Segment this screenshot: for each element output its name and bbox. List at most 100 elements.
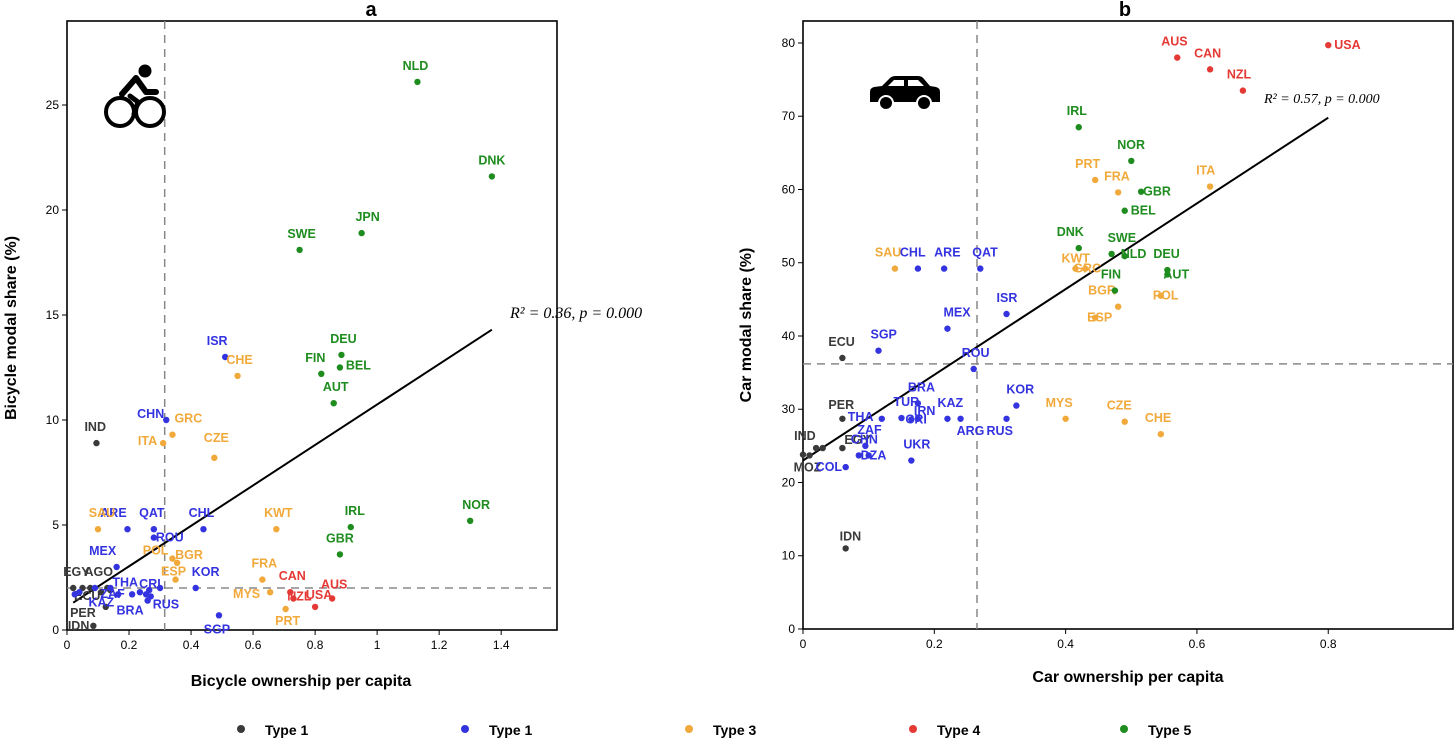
point-label: BRA <box>908 380 935 394</box>
point-label: BEL <box>1131 204 1156 218</box>
y-axis-label-b: Car modal share (%) <box>738 248 755 403</box>
x-tick-label: 0.2 <box>121 638 138 652</box>
point-label: THA <box>112 575 138 589</box>
data-point <box>336 551 344 558</box>
point-label: NOR <box>462 498 490 512</box>
point-label: POL <box>143 544 169 558</box>
data-point <box>114 591 122 598</box>
data-point <box>290 595 297 602</box>
y-tick-label: 30 <box>782 402 796 416</box>
point-label: GBR <box>1143 185 1171 199</box>
data-point <box>914 415 922 422</box>
data-point <box>192 584 199 592</box>
data-point <box>875 347 882 354</box>
data-point <box>156 584 164 592</box>
data-point <box>136 589 144 596</box>
point-label: CHL <box>900 246 926 260</box>
point-label: ISR <box>997 291 1018 305</box>
point-label: AGO <box>85 565 114 579</box>
data-point <box>221 353 229 361</box>
data-point <box>806 452 813 459</box>
data-point <box>1075 124 1082 131</box>
legend-marker <box>461 725 469 733</box>
data-point <box>87 584 94 592</box>
point-label: IRL <box>345 504 366 518</box>
fit-annotation-b: R² = 0.57, p = 0.000 <box>1263 92 1380 107</box>
point-label: NZL <box>287 590 312 604</box>
point-label: CAN <box>1194 46 1221 60</box>
point-label: CRI <box>139 577 161 591</box>
point-label: DEU <box>1153 247 1179 261</box>
y-tick-label: 0 <box>788 622 795 636</box>
x-tick-label: 0.8 <box>307 638 324 652</box>
bicycle-icon <box>104 64 166 128</box>
legend-label: Type 1 <box>489 722 533 738</box>
legend-marker <box>237 725 245 733</box>
data-point <box>234 372 241 380</box>
point-label: NLD <box>1121 247 1147 261</box>
data-point <box>977 265 984 272</box>
y-tick-label: 40 <box>782 329 796 343</box>
data-point <box>330 400 337 407</box>
ticks-a: 0 0.2 0.4 0.6 0.8 1 1.2 1.4 0 5 10 15 20 25 <box>46 98 510 652</box>
point-label: DEU <box>330 332 356 346</box>
data-point <box>970 365 977 373</box>
x-tick-label: 0.6 <box>245 638 262 652</box>
data-point <box>93 439 100 447</box>
data-point <box>1121 252 1128 260</box>
data-point <box>865 452 872 459</box>
data-point <box>1174 54 1181 61</box>
point-label: USA <box>1334 38 1360 52</box>
data-point <box>940 265 948 272</box>
data-point <box>311 603 319 611</box>
data-point <box>1003 415 1010 422</box>
x-tick-label: 1.2 <box>431 638 448 652</box>
guides-b <box>803 21 1453 629</box>
point-label: KOR <box>1006 383 1034 397</box>
data-point <box>159 439 167 447</box>
point-label: SAU <box>89 506 115 520</box>
data-point <box>215 612 223 619</box>
point-label: SAU <box>875 246 901 260</box>
point-label: CAN <box>279 569 306 583</box>
data-point <box>812 444 820 452</box>
point-label: NZL <box>1227 68 1252 82</box>
data-point <box>1121 418 1128 425</box>
fit-line <box>72 328 493 604</box>
data-point <box>944 415 951 422</box>
point-label: KAZ <box>88 595 114 609</box>
legend-marker <box>909 725 917 733</box>
data-point <box>145 586 153 594</box>
data-point <box>169 555 176 562</box>
data-point <box>150 526 158 533</box>
data-point <box>113 563 120 571</box>
legend-label: Type 4 <box>937 722 981 738</box>
point-label: CHE <box>226 353 252 367</box>
point-label: AUS <box>1161 35 1187 49</box>
point-label: NLD <box>403 59 429 73</box>
point-label: QAT <box>139 506 165 520</box>
data-point <box>347 523 354 531</box>
data-point <box>94 526 102 533</box>
point-label: THA <box>848 410 874 424</box>
y-tick-label: 60 <box>782 182 796 196</box>
y-tick-label: 0 <box>52 623 59 637</box>
data-point <box>1137 188 1145 195</box>
data-point <box>1239 87 1247 94</box>
legend: Type 1 Type 1 Type 3 Type 4 Type 5 <box>237 722 1192 738</box>
data-point <box>414 78 421 86</box>
point-label: SWE <box>287 227 315 241</box>
data-point <box>839 415 846 422</box>
data-point <box>1114 303 1122 310</box>
data-point <box>1157 430 1165 438</box>
y-tick-label: 70 <box>782 109 796 123</box>
point-label: FRA <box>1104 169 1130 183</box>
data-point <box>282 605 289 613</box>
data-point <box>1157 292 1165 299</box>
point-label: FRA <box>252 557 278 571</box>
data-point <box>1091 314 1099 321</box>
data-point <box>336 364 344 371</box>
